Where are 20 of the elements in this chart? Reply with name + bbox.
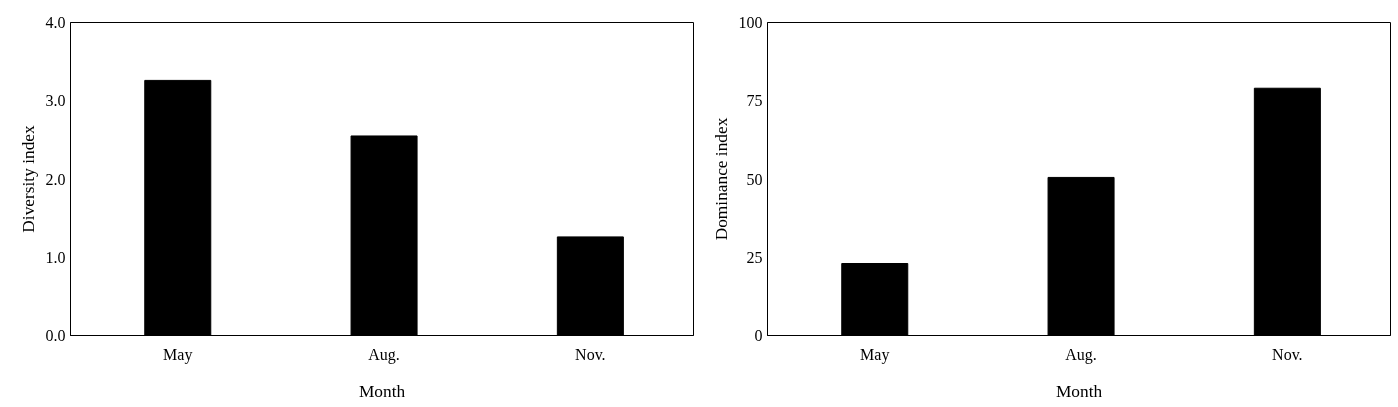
y-tick-label: 50 — [746, 170, 763, 188]
y-axis-title: Dominance index — [711, 117, 731, 241]
y-tick-label: 4.0 — [45, 14, 66, 31]
x-tick-label: May — [163, 345, 193, 364]
y-tick-label: 3.0 — [45, 92, 66, 110]
y-tick-label: 25 — [746, 248, 763, 266]
y-axis-title: Diversity index — [18, 125, 38, 233]
y-tick-label: 75 — [746, 92, 763, 110]
y-tick-label: 2.0 — [45, 170, 66, 188]
x-tick-label: Nov. — [575, 345, 606, 363]
x-tick-label: Nov. — [1272, 345, 1303, 363]
x-tick-label: Aug. — [1065, 345, 1097, 364]
y-tick-label: 1.0 — [45, 248, 66, 266]
y-tick-label: 0.0 — [45, 327, 66, 344]
x-axis-title: Month — [358, 381, 406, 401]
x-tick-label: Aug. — [368, 345, 400, 364]
x-axis-title: Month — [1055, 381, 1103, 401]
x-tick-label: May — [860, 345, 890, 364]
y-tick-label: 100 — [738, 14, 763, 31]
y-tick-label: 0 — [754, 327, 763, 344]
